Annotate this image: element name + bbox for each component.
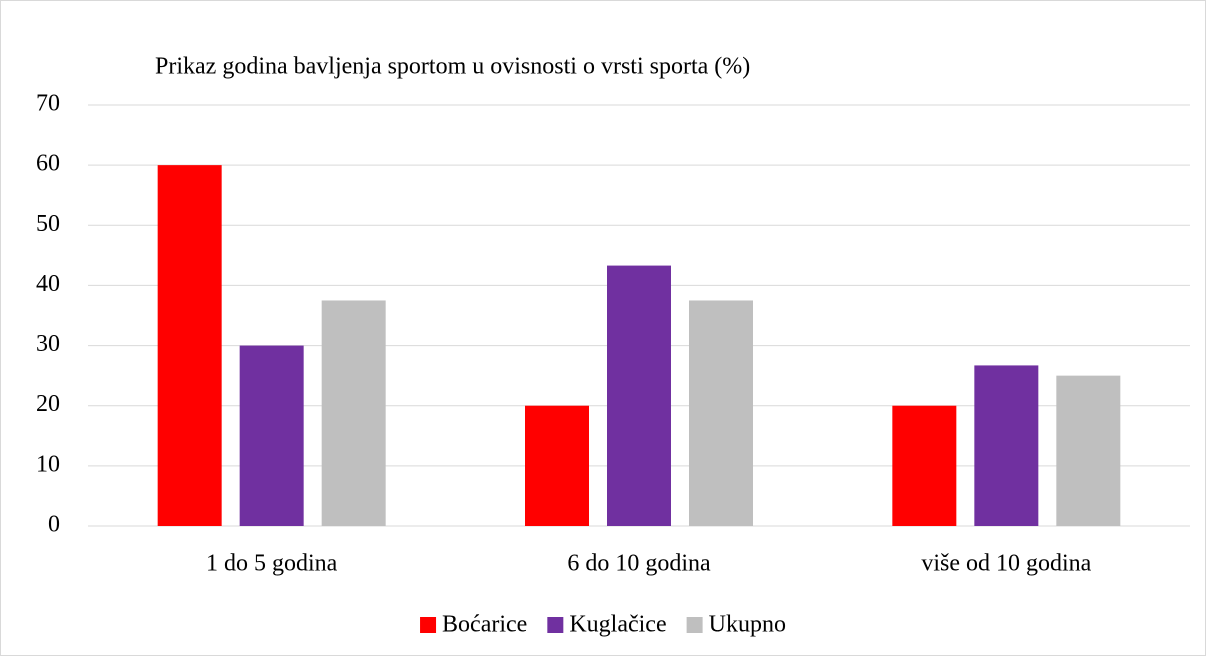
bar xyxy=(321,300,386,526)
legend-label: Kuglačice xyxy=(569,612,666,638)
y-tick-label: 40 xyxy=(36,271,60,297)
chart-title: Prikaz godina bavljenja sportom u ovisno… xyxy=(155,54,750,80)
y-tick-label: 10 xyxy=(36,451,60,477)
bar xyxy=(607,265,671,526)
y-tick-label: 70 xyxy=(36,91,60,117)
bar xyxy=(525,405,589,526)
bar xyxy=(1056,375,1121,526)
legend-label: Boćarice xyxy=(442,612,527,638)
x-tick-label: 6 do 10 godina xyxy=(567,551,711,577)
legend-swatch xyxy=(547,617,564,633)
bar xyxy=(974,365,1039,526)
bar xyxy=(892,405,957,526)
y-tick-label: 0 xyxy=(48,512,60,538)
y-tick-label: 20 xyxy=(36,391,60,417)
y-tick-label: 30 xyxy=(36,331,60,357)
bar xyxy=(239,345,304,526)
x-tick-label: 1 do 5 godina xyxy=(206,551,338,577)
legend-label: Ukupno xyxy=(709,612,786,638)
bar xyxy=(689,300,753,526)
x-tick-label: više od 10 godina xyxy=(921,551,1091,577)
legend-swatch xyxy=(420,617,437,633)
y-tick-label: 60 xyxy=(36,151,60,177)
legend-swatch xyxy=(686,617,703,633)
y-tick-label: 50 xyxy=(36,211,60,237)
bar xyxy=(157,165,222,526)
